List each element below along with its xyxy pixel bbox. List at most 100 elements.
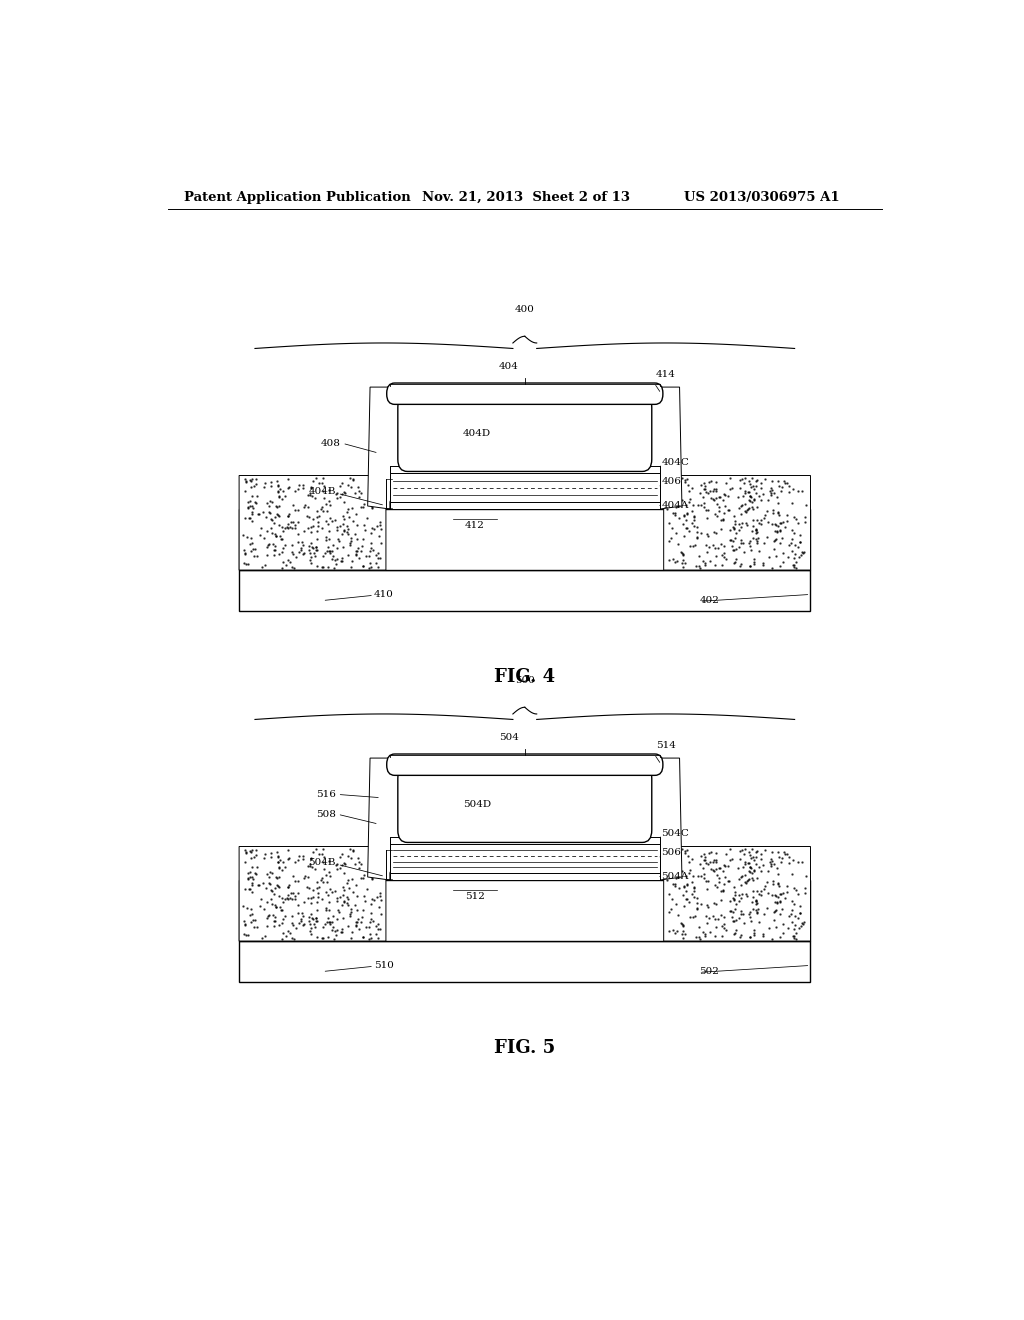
Point (705, 906, 721, 927)
Point (760, 923, 776, 944)
Point (317, 865, 334, 886)
Text: 500: 500 (515, 676, 535, 685)
Point (710, 908, 726, 929)
Point (237, 840, 253, 861)
Point (286, 557, 302, 578)
Point (364, 867, 380, 888)
Point (768, 520, 784, 541)
Point (239, 519, 255, 540)
Point (764, 875, 780, 896)
Point (328, 876, 344, 898)
Point (361, 850, 378, 871)
Point (764, 884, 780, 906)
Point (722, 850, 738, 871)
Point (757, 543, 773, 564)
Point (783, 911, 800, 932)
Point (314, 496, 331, 517)
Point (236, 891, 252, 912)
Point (673, 913, 689, 935)
Point (786, 925, 803, 946)
Point (278, 548, 294, 569)
Point (745, 850, 762, 871)
Point (780, 482, 797, 503)
Point (240, 513, 256, 535)
Point (741, 515, 758, 536)
Point (697, 882, 714, 903)
Point (766, 556, 782, 577)
Point (340, 845, 356, 866)
Point (253, 550, 269, 572)
Point (236, 553, 252, 574)
Text: 402: 402 (699, 597, 719, 605)
Point (300, 510, 316, 531)
Point (317, 541, 334, 562)
Point (755, 504, 771, 525)
Point (700, 500, 717, 521)
Point (290, 532, 306, 553)
Point (296, 537, 312, 558)
Point (716, 546, 732, 568)
Point (670, 896, 686, 917)
Text: 408: 408 (321, 438, 341, 447)
Point (768, 528, 784, 549)
Point (340, 915, 356, 936)
Point (751, 883, 767, 904)
Point (797, 876, 813, 898)
Point (350, 480, 367, 502)
Point (370, 556, 386, 577)
Point (332, 858, 348, 879)
Point (362, 927, 379, 948)
Point (296, 891, 312, 912)
Point (722, 882, 738, 903)
Point (314, 556, 331, 577)
Point (658, 865, 675, 886)
Point (749, 510, 765, 531)
Point (684, 533, 700, 554)
Point (725, 531, 741, 552)
Point (763, 477, 779, 498)
Point (798, 494, 814, 515)
Point (323, 879, 339, 900)
Point (249, 543, 265, 564)
Point (675, 543, 691, 564)
Point (674, 913, 690, 935)
Point (716, 543, 732, 564)
Point (730, 533, 746, 554)
Point (781, 545, 798, 566)
Point (314, 927, 331, 948)
Point (680, 845, 696, 866)
Point (726, 540, 742, 561)
Point (766, 531, 782, 552)
Point (772, 884, 788, 906)
Point (662, 549, 678, 570)
Point (742, 847, 759, 869)
Point (767, 900, 783, 921)
Point (771, 894, 787, 915)
Point (237, 915, 253, 936)
Point (709, 494, 725, 515)
Point (767, 521, 783, 543)
Point (340, 544, 356, 565)
Point (265, 524, 282, 545)
Point (248, 915, 264, 936)
Point (682, 536, 698, 557)
Point (713, 916, 729, 937)
Point (777, 887, 794, 908)
Point (267, 535, 284, 556)
Point (725, 506, 741, 527)
Point (668, 867, 684, 888)
Point (776, 553, 793, 574)
Point (680, 520, 696, 541)
Point (324, 540, 340, 561)
Point (305, 545, 322, 566)
Point (356, 515, 373, 536)
Point (303, 552, 319, 573)
Point (743, 863, 760, 884)
Point (787, 543, 804, 564)
Point (685, 495, 701, 516)
Point (309, 911, 326, 932)
Point (688, 521, 705, 543)
Point (680, 474, 696, 495)
Point (717, 866, 733, 887)
Point (701, 550, 718, 572)
